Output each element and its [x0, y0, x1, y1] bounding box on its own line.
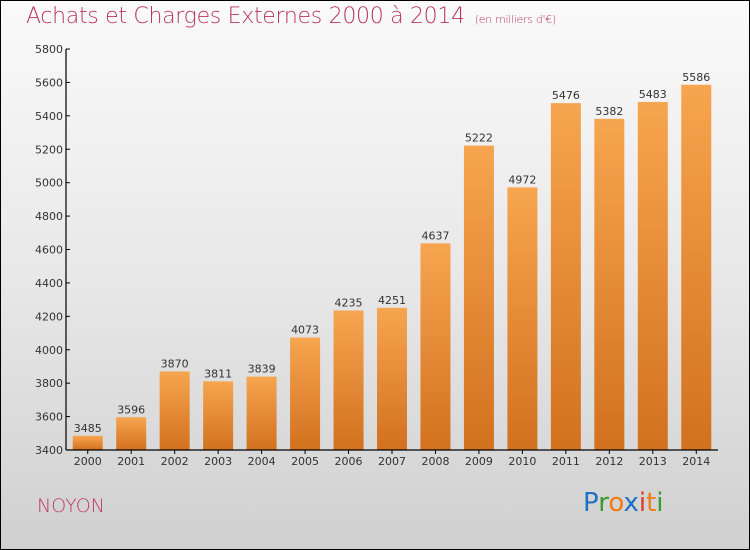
y-tick-label-5800: 5800 — [35, 43, 63, 56]
value-label-2004: 3839 — [248, 363, 276, 376]
logo-letter-1: r — [598, 488, 609, 518]
x-tick-label-2007: 2007 — [378, 455, 406, 468]
bar-2001 — [116, 417, 147, 450]
city-name: NOYON — [37, 495, 105, 517]
logo-letter-3: x — [623, 488, 639, 518]
chart-subtitle: (en milliers d'€) — [474, 13, 556, 26]
y-tick-label-5200: 5200 — [35, 143, 63, 156]
x-tick-label-2013: 2013 — [639, 455, 667, 468]
x-tick-label-2010: 2010 — [508, 455, 536, 468]
value-label-2002: 3870 — [161, 357, 189, 370]
bar-2012 — [594, 118, 625, 451]
bar-2009 — [463, 145, 494, 451]
bar-2011 — [550, 103, 581, 450]
x-tick-label-2012: 2012 — [595, 455, 623, 468]
axes-group: 2000 2001 2002 2003 2004 2005 2006 2007 2008 2009… — [35, 43, 718, 468]
bar-2006 — [333, 310, 364, 450]
value-label-2013: 5483 — [639, 88, 667, 101]
bar-2013 — [637, 101, 668, 450]
chart-title: Achats et Charges Externes 2000 à 2014 (e… — [26, 4, 556, 29]
y-tick-label-3400: 3400 — [35, 444, 63, 457]
x-tick-label-2001: 2001 — [117, 455, 145, 468]
x-tick-label-2004: 2004 — [248, 455, 276, 468]
bar-2008 — [420, 243, 451, 450]
x-tick-label-2002: 2002 — [161, 455, 189, 468]
value-label-2000: 3485 — [74, 422, 102, 435]
value-label-2011: 5476 — [552, 89, 580, 102]
x-tick-label-2000: 2000 — [74, 455, 102, 468]
x-tick-label-2009: 2009 — [465, 455, 493, 468]
y-tick-label-3800: 3800 — [35, 377, 63, 390]
y-tick-label-4400: 4400 — [35, 277, 63, 290]
y-tick-label-4200: 4200 — [35, 310, 63, 323]
bar-2010 — [507, 187, 538, 450]
bar-2003 — [203, 381, 234, 450]
value-label-2007: 4251 — [378, 294, 406, 307]
value-label-2001: 3596 — [117, 403, 145, 416]
y-tick-label-4000: 4000 — [35, 344, 63, 357]
bars-group: 3485 3596 3870 3811 3839 4073 4235 4251 4637 5222… — [72, 71, 712, 451]
x-tick-label-2008: 2008 — [421, 455, 449, 468]
value-label-2012: 5382 — [595, 105, 623, 118]
logo-letter-6: i — [656, 488, 664, 518]
x-tick-label-2014: 2014 — [682, 455, 710, 468]
y-tick-label-5000: 5000 — [35, 177, 63, 190]
y-tick-label-5600: 5600 — [35, 76, 63, 89]
logo-letter-2: o — [608, 488, 624, 518]
bar-2005 — [290, 337, 321, 450]
y-tick-label-5400: 5400 — [35, 110, 63, 123]
bar-2014 — [681, 84, 712, 451]
y-tick-label-4800: 4800 — [35, 210, 63, 223]
bar-2002 — [159, 371, 190, 450]
logo-letter-4: i — [638, 488, 647, 518]
y-tick-label-3600: 3600 — [35, 411, 63, 424]
value-label-2014: 5586 — [682, 71, 710, 84]
x-tick-label-2011: 2011 — [552, 455, 580, 468]
value-label-2006: 4235 — [335, 296, 363, 309]
bar-2007 — [377, 307, 407, 450]
bar-2000 — [72, 435, 103, 450]
logo-letter-5: t — [646, 488, 657, 518]
x-tick-label-2003: 2003 — [204, 455, 232, 468]
value-label-2008: 4637 — [421, 229, 449, 242]
value-label-2003: 3811 — [204, 367, 232, 380]
y-tick-label-4600: 4600 — [35, 244, 63, 257]
proxiti-logo[interactable]: Proxiti — [583, 488, 664, 518]
logo-letter-0: P — [583, 488, 599, 518]
value-label-2005: 4073 — [291, 324, 319, 337]
value-label-2010: 4972 — [508, 173, 536, 186]
bar-2004 — [246, 376, 277, 450]
x-tick-label-2005: 2005 — [291, 455, 319, 468]
x-tick-label-2006: 2006 — [335, 455, 363, 468]
value-label-2009: 5222 — [465, 132, 493, 145]
title-text: Achats et Charges Externes 2000 à 2014 — [26, 4, 465, 29]
